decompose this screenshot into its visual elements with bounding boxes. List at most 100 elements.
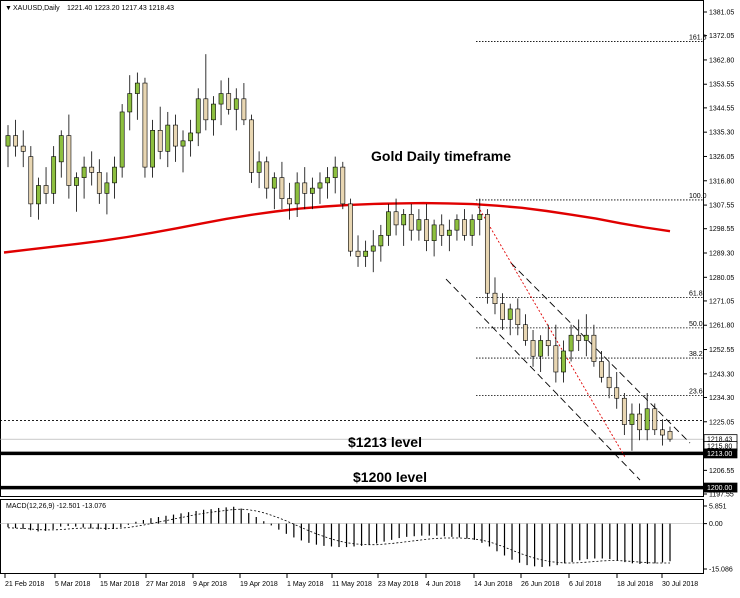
candle-body xyxy=(226,93,232,110)
level-1200-annotation: $1200 level xyxy=(353,469,427,485)
candle-body xyxy=(218,93,224,105)
candle-body xyxy=(256,161,262,173)
candle-body xyxy=(165,124,171,152)
candle-body xyxy=(507,308,513,320)
candle-body xyxy=(424,219,429,241)
candle-body xyxy=(325,177,330,184)
macd-tick-label: 5.851 xyxy=(709,504,727,511)
candle-body xyxy=(127,93,133,113)
candle-body xyxy=(644,408,650,431)
price-tick-label: 1289.30 xyxy=(709,251,734,258)
candle-body xyxy=(454,219,460,231)
candle-body xyxy=(233,98,239,110)
candle-body xyxy=(5,135,11,147)
chart-title-annotation: Gold Daily timeframe xyxy=(371,148,511,164)
fib-level-label: 100.0 xyxy=(689,193,707,200)
macd-plot-frame xyxy=(0,499,704,574)
candle-body xyxy=(659,429,665,436)
candle-body xyxy=(309,187,315,194)
candle-body xyxy=(583,334,589,341)
candle-body xyxy=(378,235,384,247)
price-tick-label: 1335.30 xyxy=(709,130,734,137)
price-axis: 1381.05 1372.05 1362.80 1353.55 1344.55 1335.… xyxy=(703,10,738,574)
price-tick-label: 1243.30 xyxy=(709,371,734,378)
candle-body xyxy=(142,82,148,168)
price-tick-label: 1307.55 xyxy=(709,203,734,210)
price-tick-label: 1206.55 xyxy=(709,468,734,475)
macd-tick-label: -15.086 xyxy=(709,567,733,574)
candle-body xyxy=(302,182,308,194)
price-tick-label: 1372.05 xyxy=(709,33,734,40)
candle-body xyxy=(96,172,102,194)
price-tick-label: 1234.30 xyxy=(709,395,734,402)
trend-lines xyxy=(445,202,691,481)
price-label-box xyxy=(703,482,738,493)
candle-body xyxy=(553,345,559,373)
candle-body xyxy=(568,334,574,352)
candle-body xyxy=(20,145,26,152)
candle-body xyxy=(621,397,627,425)
price-label: 1215.80 xyxy=(707,444,732,451)
candle-body xyxy=(287,198,292,205)
candle-body xyxy=(523,324,528,341)
candle-body xyxy=(332,166,338,178)
date-tick-label: 14 Jun 2018 xyxy=(474,581,513,588)
date-tick-label: 18 Jul 2018 xyxy=(617,581,653,588)
candle-body xyxy=(492,292,498,304)
macd-indicator xyxy=(0,506,703,567)
header-arrow-icon: ▼ xyxy=(5,5,12,12)
date-axis: 21 Feb 2018 5 Mar 2018 15 Mar 2018 27 Mar 2… xyxy=(4,574,698,588)
candle-body xyxy=(317,182,323,189)
candle-body xyxy=(370,245,376,252)
candle-body xyxy=(484,214,490,294)
candle-body xyxy=(401,214,407,226)
price-label-box xyxy=(703,448,738,459)
candle-body xyxy=(515,308,521,326)
price-tick-label: 1381.05 xyxy=(709,10,734,17)
price-tick-label: 1362.80 xyxy=(709,57,734,64)
candle-body xyxy=(348,203,353,252)
candle-body xyxy=(51,156,57,194)
fib-level-label: 61.8 xyxy=(689,291,703,298)
channel-upper-line xyxy=(510,262,691,444)
candle-body xyxy=(241,98,247,121)
candle-body xyxy=(13,135,19,147)
macd-tick-label: 0.00 xyxy=(709,521,723,528)
candle-body xyxy=(408,214,414,231)
price-tick-label: 1353.55 xyxy=(709,82,734,89)
candle-body xyxy=(36,185,41,205)
price-tick-label: 1316.80 xyxy=(709,178,734,185)
date-tick-label: 15 Mar 2018 xyxy=(100,581,139,588)
date-tick-label: 4 Jun 2018 xyxy=(426,581,461,588)
candle-body xyxy=(264,161,270,189)
price-tick-label: 1225.05 xyxy=(709,419,734,426)
candle-body xyxy=(599,361,604,378)
candle-body xyxy=(629,413,635,425)
price-tick-label: 1298.55 xyxy=(709,226,734,233)
horizontal-levels xyxy=(0,420,703,490)
candle-body xyxy=(112,166,117,184)
candle-body xyxy=(446,229,452,236)
price-tick-label: 1271.05 xyxy=(709,298,734,305)
candle-body xyxy=(119,111,125,168)
candle-body xyxy=(249,119,254,173)
candle-body xyxy=(561,350,566,373)
candle-body xyxy=(211,103,216,121)
date-tick-label: 21 Feb 2018 xyxy=(5,581,44,588)
candle-body xyxy=(591,334,597,362)
price-tick-label: 1280.05 xyxy=(709,275,734,282)
candles xyxy=(5,54,673,451)
symbol-label: XAUUSD,Daily xyxy=(13,5,60,12)
price-tick-label: 1344.55 xyxy=(709,105,734,112)
candle-body xyxy=(294,182,300,205)
date-tick-label: 9 Apr 2018 xyxy=(193,581,227,588)
candle-body xyxy=(188,132,194,142)
candle-body xyxy=(74,177,79,186)
date-tick-label: 26 Jun 2018 xyxy=(521,581,560,588)
candle-body xyxy=(386,211,391,236)
date-tick-label: 19 Apr 2018 xyxy=(240,581,278,588)
candle-body xyxy=(271,177,277,189)
candle-body xyxy=(393,211,399,226)
